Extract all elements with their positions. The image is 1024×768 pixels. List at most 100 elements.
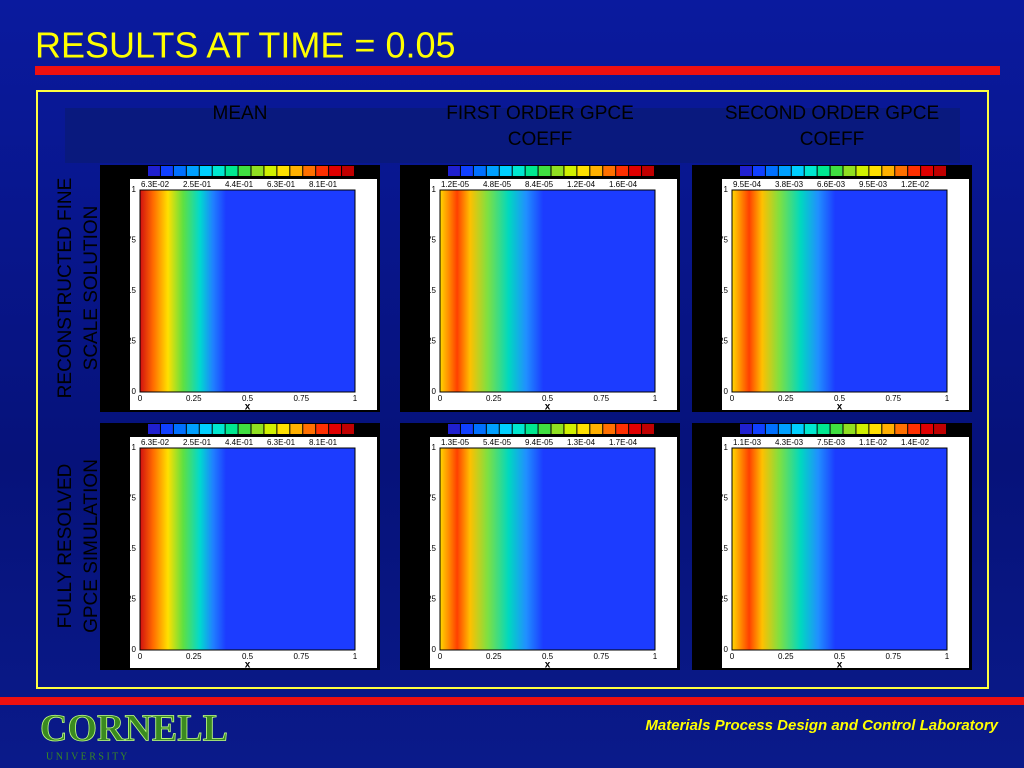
contour-field bbox=[440, 190, 655, 392]
legend-label: 1.3E-04 bbox=[567, 438, 596, 447]
x-tick-label: 0.5 bbox=[242, 394, 254, 403]
colorbar-swatch bbox=[538, 166, 551, 176]
colorbar-swatch bbox=[740, 166, 752, 176]
axis-box bbox=[439, 189, 656, 393]
x-tick-label: 0 bbox=[138, 394, 143, 403]
legend-label: 1.4E-02 bbox=[901, 438, 930, 447]
y-tick-label: 0 bbox=[724, 387, 729, 396]
y-tick-label: 0.75 bbox=[120, 494, 136, 503]
x-tick-label: 0 bbox=[438, 652, 443, 661]
colorbar-swatch bbox=[238, 166, 251, 176]
colorbar-swatch bbox=[791, 166, 804, 176]
colorbar-swatch bbox=[629, 166, 642, 176]
contour-plot: 1.1E-03 4.3E-03 7.5E-03 1.1E-02 1.4E-02 00 0.2… bbox=[692, 423, 972, 671]
legend-label: 4.4E-01 bbox=[225, 180, 254, 189]
axis-box bbox=[731, 189, 948, 393]
legend-label: 7.5E-03 bbox=[817, 438, 846, 447]
colorbar-swatch bbox=[199, 166, 212, 176]
axis-box bbox=[439, 447, 656, 651]
y-tick-label: 0.75 bbox=[712, 494, 728, 503]
y-tick-label: 0.75 bbox=[420, 494, 436, 503]
x-axis-label: x bbox=[545, 660, 551, 671]
colorbar-swatch bbox=[264, 424, 277, 434]
legend-label: 8.1E-01 bbox=[309, 438, 338, 447]
column-header: FIRST ORDER GPCE COEFF bbox=[446, 103, 634, 150]
colorbar-swatch bbox=[921, 166, 934, 176]
y-tick-label: 0.75 bbox=[712, 236, 728, 245]
row-header: FULLY RESOLVED GPCE SIMULATION bbox=[55, 459, 102, 633]
x-axis-label: x bbox=[245, 660, 251, 671]
legend-label: 8.4E-05 bbox=[525, 180, 554, 189]
colorbar-swatch bbox=[882, 166, 895, 176]
colorbar-swatch bbox=[856, 424, 869, 434]
y-tick-label: 0 bbox=[432, 387, 437, 396]
colorbar-swatch bbox=[856, 166, 869, 176]
y-tick-label: 0.5 bbox=[717, 544, 729, 553]
y-tick-label: 0.5 bbox=[425, 544, 437, 553]
colorbar-swatch bbox=[843, 424, 856, 434]
x-tick-label: 0.25 bbox=[778, 394, 794, 403]
colorbar-swatch bbox=[173, 424, 186, 434]
colorbar-swatch bbox=[525, 424, 538, 434]
colorbar-swatch bbox=[752, 424, 765, 434]
legend-label: 1.2E-02 bbox=[901, 180, 930, 189]
y-axis-label: y bbox=[111, 546, 122, 552]
y-tick-label: 1 bbox=[724, 185, 729, 194]
x-tick-label: 0.75 bbox=[885, 394, 901, 403]
colorbar-swatch bbox=[486, 424, 499, 434]
colorbar-swatch bbox=[448, 424, 460, 434]
contour-plot: 1.3E-05 5.4E-05 9.4E-05 1.3E-04 1.7E-04 00 0.2… bbox=[400, 423, 680, 671]
x-tick-label: 1 bbox=[353, 394, 358, 403]
x-tick-label: 0.5 bbox=[242, 652, 254, 661]
legend-label: 6.6E-03 bbox=[817, 180, 846, 189]
colorbar-swatch bbox=[895, 424, 908, 434]
colorbar-swatch bbox=[817, 166, 830, 176]
colorbar-swatch bbox=[538, 424, 551, 434]
y-axis-label: y bbox=[703, 546, 714, 552]
y-tick-label: 1 bbox=[432, 185, 437, 194]
colorbar-swatch bbox=[148, 424, 160, 434]
legend-label: 2.5E-01 bbox=[183, 180, 212, 189]
colorbar-swatch bbox=[778, 424, 791, 434]
colorbar-swatch bbox=[277, 424, 290, 434]
legend-label: 1.3E-05 bbox=[441, 438, 470, 447]
colorbar-swatch bbox=[160, 166, 173, 176]
footer-rule bbox=[0, 697, 1024, 705]
x-tick-label: 0.25 bbox=[778, 652, 794, 661]
legend-label: 6.3E-01 bbox=[267, 438, 296, 447]
colorbar-swatch bbox=[791, 424, 804, 434]
x-tick-label: 0 bbox=[730, 394, 735, 403]
colorbar-swatch bbox=[173, 166, 186, 176]
y-tick-label: 0.25 bbox=[712, 595, 728, 604]
legend-label: 9.4E-05 bbox=[525, 438, 554, 447]
header-band bbox=[65, 108, 960, 163]
colorbar-swatch bbox=[551, 166, 564, 176]
colorbar-swatch bbox=[290, 166, 303, 176]
x-tick-label: 0 bbox=[730, 652, 735, 661]
colorbar-swatch bbox=[765, 166, 778, 176]
colorbar-swatch bbox=[642, 166, 654, 176]
colorbar-swatch bbox=[642, 424, 654, 434]
colorbar-swatch bbox=[186, 166, 199, 176]
y-tick-label: 1 bbox=[432, 443, 437, 452]
colorbar-swatch bbox=[740, 424, 752, 434]
contour-plot: 6.3E-02 2.5E-01 4.4E-01 6.3E-01 8.1E-01 00 0.2… bbox=[100, 423, 380, 671]
colorbar-swatch bbox=[316, 424, 329, 434]
colorbar-swatch bbox=[551, 424, 564, 434]
colorbar-swatch bbox=[934, 424, 946, 434]
colorbar-swatch bbox=[499, 166, 512, 176]
colorbar-swatch bbox=[264, 166, 277, 176]
colorbar-swatch bbox=[564, 424, 577, 434]
x-tick-label: 1 bbox=[653, 652, 658, 661]
legend-label: 1.7E-04 bbox=[609, 438, 638, 447]
colorbar-swatch bbox=[238, 424, 251, 434]
colorbar-swatch bbox=[577, 166, 590, 176]
colorbar-swatch bbox=[830, 424, 843, 434]
x-tick-label: 0 bbox=[138, 652, 143, 661]
colorbar-swatch bbox=[564, 166, 577, 176]
contour-field bbox=[140, 190, 355, 392]
colorbar-swatch bbox=[882, 424, 895, 434]
colorbar-swatch bbox=[486, 166, 499, 176]
x-axis-label: x bbox=[245, 402, 251, 413]
